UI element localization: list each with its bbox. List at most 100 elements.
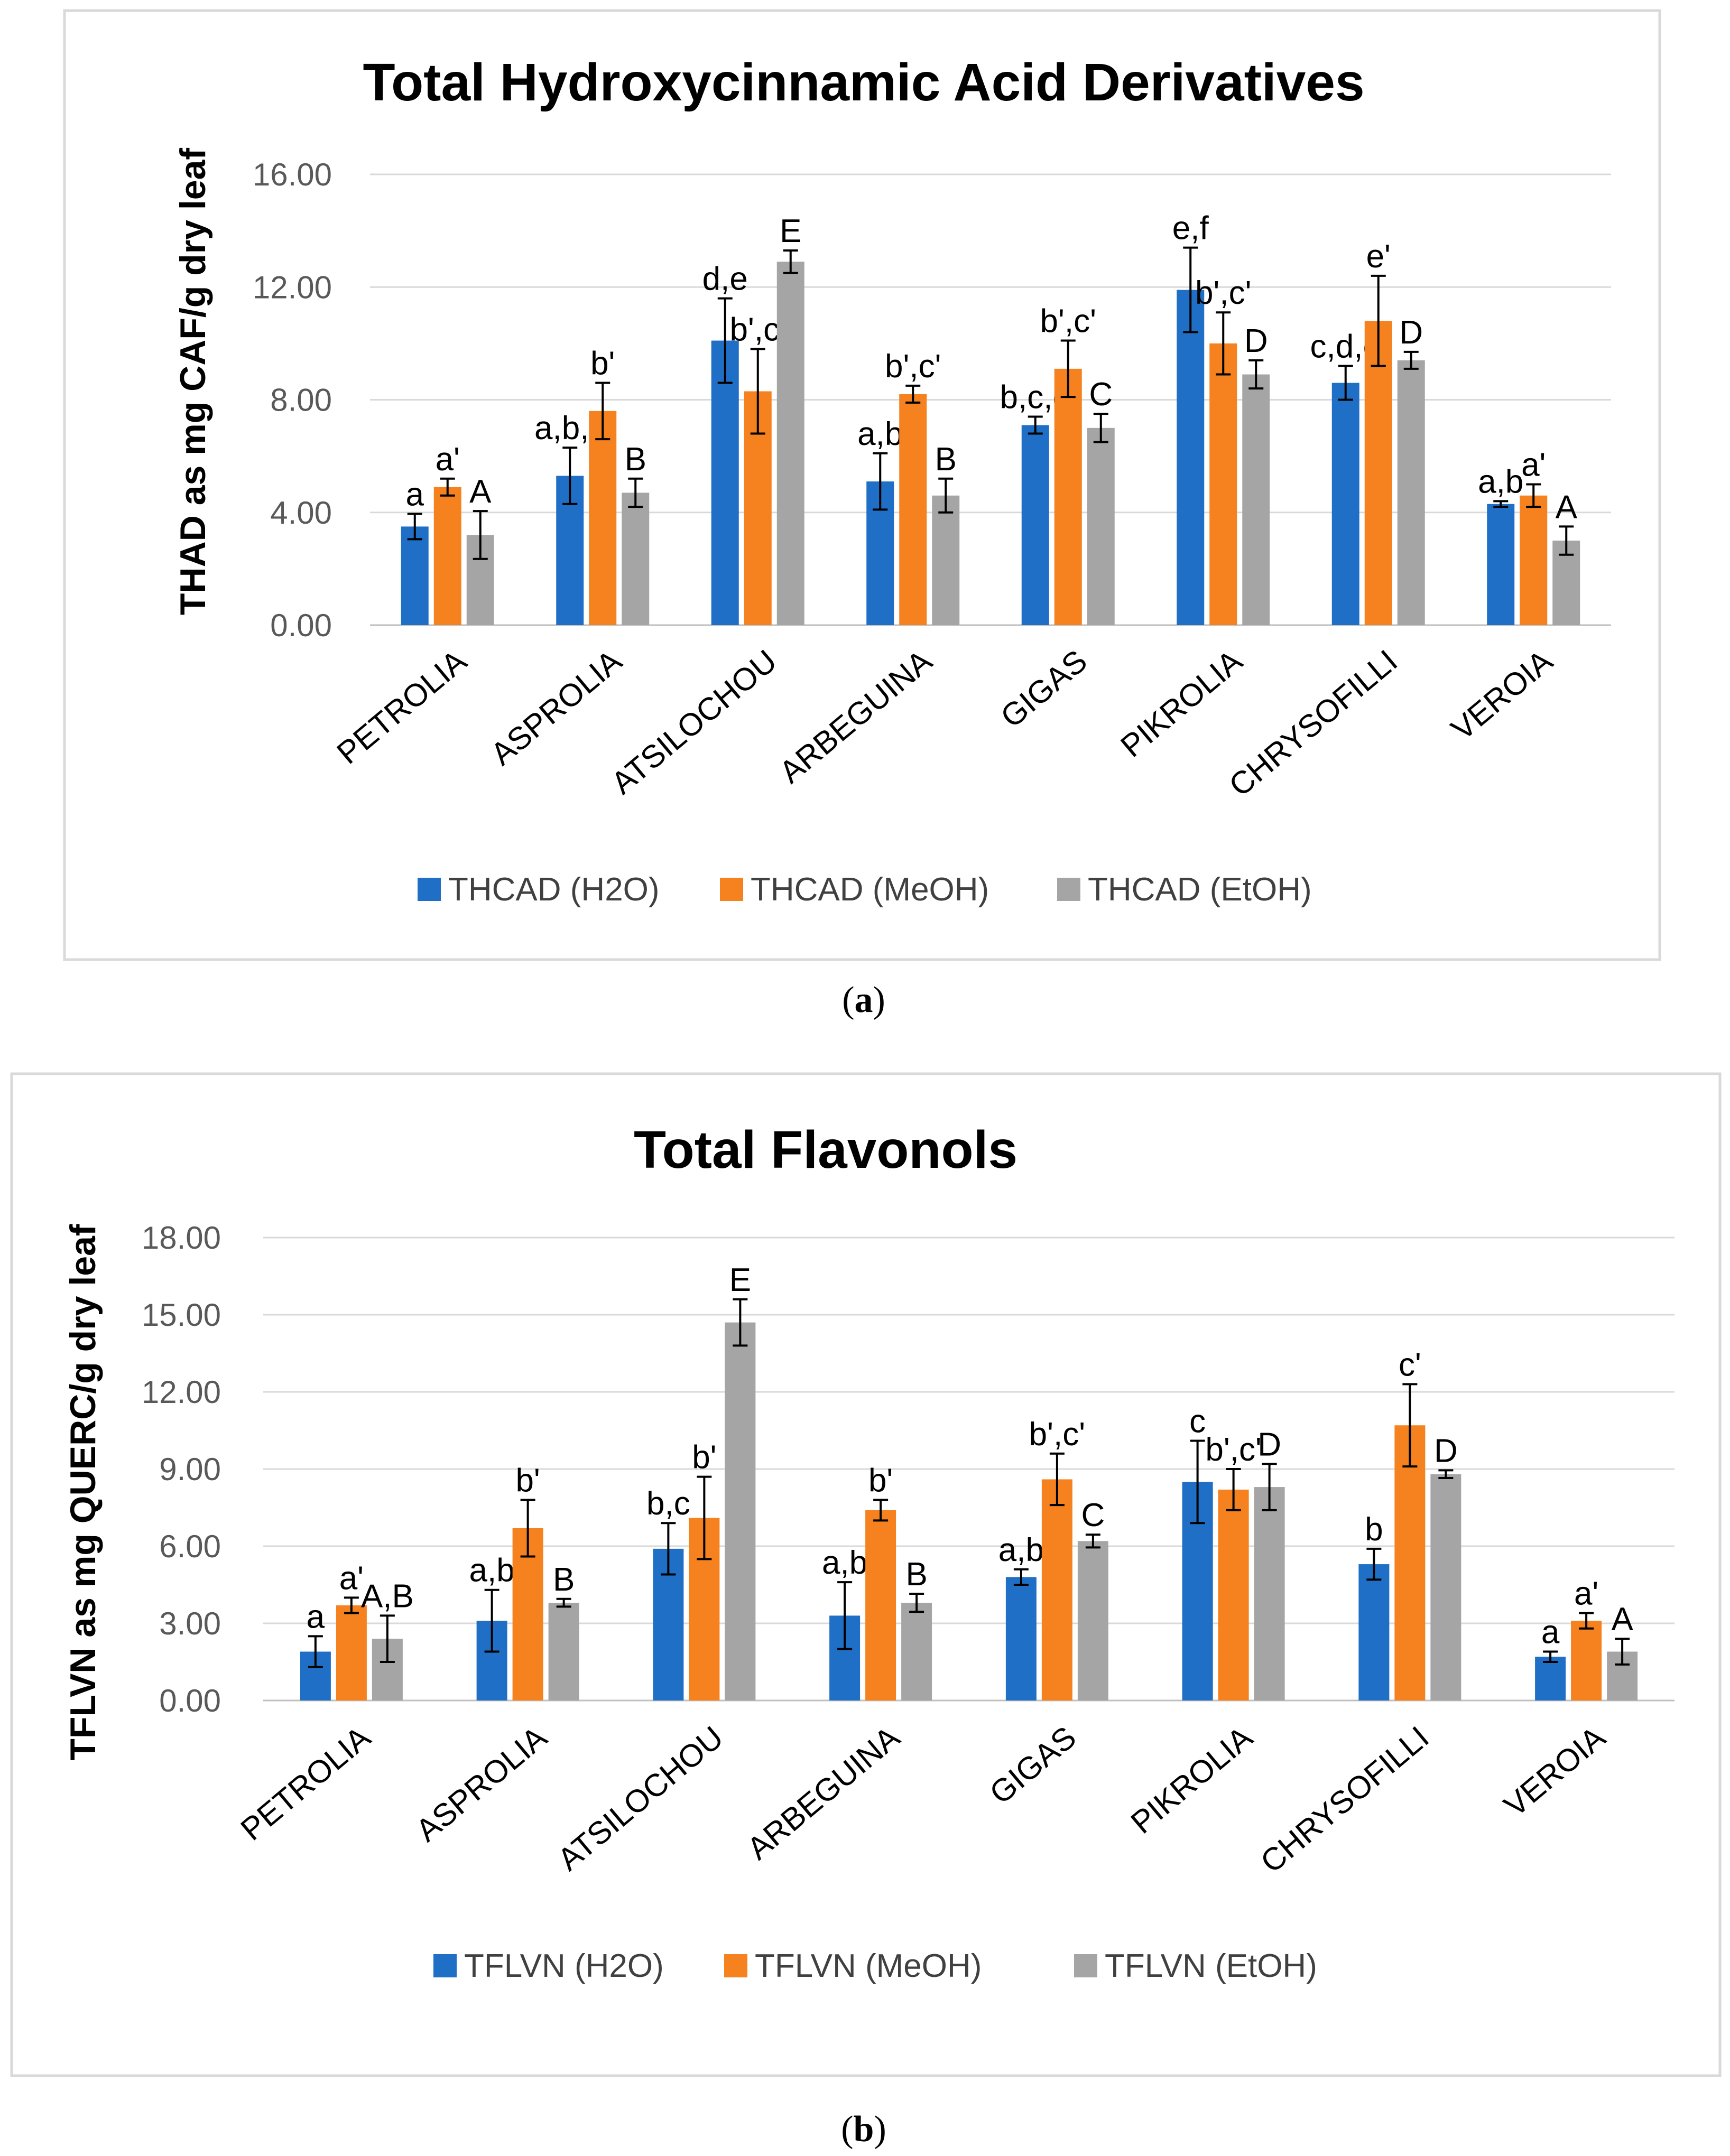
- chart-a-bar: [1209, 343, 1237, 625]
- chart-a-bar: [1177, 290, 1205, 625]
- chart-b-data-label: B: [553, 1562, 575, 1598]
- chart-b-data-label: a,b: [469, 1553, 515, 1589]
- chart-a-data-label: e': [1366, 238, 1391, 275]
- chart-a-ytick-label: 12.00: [253, 270, 332, 305]
- chart-b-legend-swatch: [433, 1954, 457, 1977]
- chart-a-data-label: b',c': [1195, 275, 1251, 311]
- chart-b-data-label: a: [1541, 1614, 1560, 1651]
- chart-a-data-label: b',c': [1040, 303, 1096, 340]
- chart-a-bar: [776, 262, 804, 625]
- chart-a-ytick-label: 16.00: [253, 157, 332, 192]
- chart-a-bar: [1364, 321, 1392, 625]
- chart-b-bar: [1041, 1479, 1072, 1700]
- chart-b-data-label: a': [1574, 1576, 1598, 1612]
- chart-b-legend-swatch: [724, 1954, 747, 1977]
- chart-b-data-label: b': [868, 1462, 893, 1499]
- chart-a-legend-swatch: [418, 878, 441, 901]
- chart-a-data-label: D: [1244, 323, 1268, 359]
- chart-a-data-label: b',c': [885, 348, 941, 385]
- chart-a-data-label: a,b: [1478, 463, 1523, 500]
- chart-b-data-label: D: [1257, 1426, 1281, 1463]
- chart-b-data-label: C: [1081, 1497, 1105, 1534]
- caption-b: (b): [841, 2109, 886, 2150]
- chart-b-data-label: c': [1399, 1346, 1421, 1383]
- chart-b-data-label: A,B: [361, 1578, 414, 1614]
- chart-a-data-label: D: [1399, 314, 1423, 351]
- chart-a-data-label: a': [1521, 447, 1546, 483]
- chart-a-bar: [1487, 504, 1515, 625]
- chart-a-data-label: d,e: [702, 261, 748, 298]
- chart-b-ytick-label: 12.00: [142, 1374, 221, 1410]
- chart-b-bar: [336, 1605, 367, 1700]
- chart-b-legend-label: TFLVN (EtOH): [1105, 1948, 1317, 1984]
- chart-b-bar: [1430, 1474, 1461, 1700]
- chart-b-legend-swatch: [1074, 1954, 1097, 1977]
- chart-a-bar: [899, 394, 927, 625]
- chart-a-frame: [63, 9, 1661, 961]
- chart-b-data-label: B: [905, 1556, 927, 1593]
- chart-b-ytick-label: 9.00: [159, 1452, 221, 1487]
- chart-a-data-label: C: [1089, 376, 1113, 413]
- chart-b-legend-label: TFLVN (H2O): [464, 1948, 664, 1984]
- chart-a-ytick-label: 0.00: [270, 608, 332, 643]
- chart-a-bar: [622, 492, 650, 625]
- chart-b-bar: [548, 1603, 579, 1700]
- chart-b-data-label: A: [1611, 1601, 1633, 1638]
- chart-a-bar: [1021, 425, 1049, 625]
- caption-a: (a): [842, 980, 885, 1020]
- chart-b-bar: [1005, 1577, 1037, 1700]
- chart-a-legend: THCAD (H2O) THCAD (MeOH) THCAD (EtOH): [418, 871, 1312, 908]
- caption-a-letter: a: [855, 980, 873, 1020]
- chart-a-bar: [1397, 360, 1425, 625]
- chart-a-data-label: a: [406, 476, 424, 513]
- chart-a-data-label: B: [935, 441, 957, 478]
- chart-b-data-label: b',c': [1029, 1416, 1085, 1453]
- chart-a-legend-label: THCAD (MeOH): [751, 871, 989, 908]
- chart-b-bar: [1535, 1657, 1566, 1700]
- chart-a-data-label: B: [625, 441, 646, 478]
- chart-a-legend-swatch: [1057, 878, 1080, 901]
- chart-a-legend-label: THCAD (EtOH): [1088, 871, 1312, 908]
- chart-b-data-label: a,b: [998, 1532, 1044, 1568]
- chart-a-ytick-label: 4.00: [270, 495, 332, 531]
- chart-b-bar: [1358, 1564, 1390, 1700]
- chart-b-ytick-label: 18.00: [142, 1220, 221, 1256]
- chart-a-data-label: E: [780, 213, 801, 249]
- chart-a-legend-swatch: [720, 878, 743, 901]
- chart-b-bar: [901, 1603, 932, 1700]
- chart-b-data-label: a: [307, 1599, 325, 1635]
- chart-b-data-label: a': [339, 1560, 364, 1596]
- chart-a-data-label: a': [436, 441, 460, 478]
- chart-b-data-label: a,b: [822, 1545, 867, 1581]
- chart-a-data-label: A: [469, 473, 492, 510]
- chart-a-data-label: A: [1556, 489, 1578, 525]
- chart-b-bar: [1394, 1425, 1426, 1700]
- chart-a-title: Total Hydroxycinnamic Acid Derivatives: [363, 53, 1364, 112]
- chart-a-legend-label: THCAD (H2O): [448, 871, 660, 908]
- chart-b-data-label: b: [1365, 1511, 1383, 1548]
- chart-a-data-label: b': [590, 346, 615, 382]
- chart-a-bar: [932, 495, 960, 625]
- chart-b-bar: [1077, 1541, 1108, 1700]
- chart-b-bar: [865, 1510, 896, 1700]
- chart-a-bar: [1331, 383, 1359, 625]
- chart-b-data-label: b': [515, 1462, 540, 1499]
- chart-b-data-label: c: [1189, 1403, 1206, 1439]
- chart-b-data-label: E: [729, 1262, 751, 1298]
- chart-a-ytick-label: 8.00: [270, 383, 332, 418]
- chart-b-bar: [725, 1322, 756, 1700]
- chart-a-bar: [1087, 428, 1115, 625]
- chart-b-ytick-label: 6.00: [159, 1529, 221, 1564]
- chart-a-data-label: a,b: [857, 416, 903, 452]
- chart-a-bar: [401, 526, 429, 625]
- chart-b-bar: [1218, 1489, 1249, 1700]
- caption-b-letter: b: [854, 2109, 874, 2150]
- chart-a-data-label: e,f: [1172, 210, 1209, 247]
- chart-a-bar: [1520, 495, 1548, 625]
- chart-b-data-label: D: [1434, 1433, 1458, 1469]
- chart-b-legend-label: TFLVN (MeOH): [755, 1948, 982, 1984]
- chart-b-data-label: b',c': [1205, 1432, 1261, 1468]
- chart-a-bar: [433, 487, 461, 625]
- chart-a-bar: [711, 340, 739, 625]
